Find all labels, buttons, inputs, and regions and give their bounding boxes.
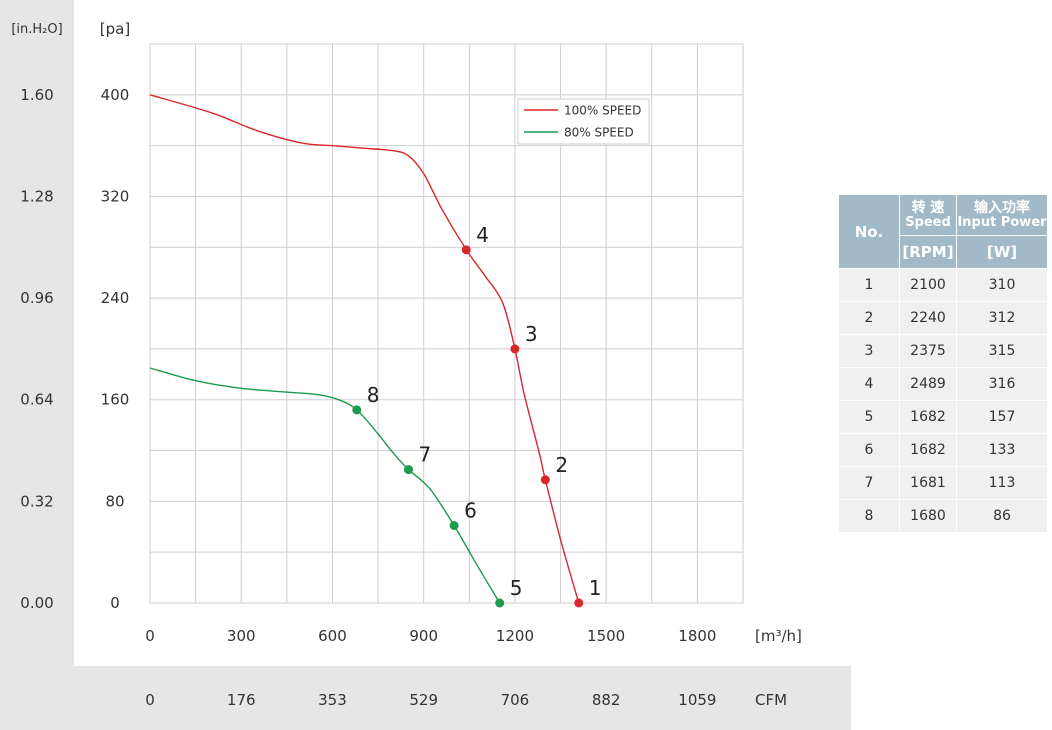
y-tick-label: 320 — [101, 187, 130, 205]
cfm-axis-label: CFM — [755, 691, 787, 709]
table-cell-no: 4 — [838, 367, 900, 401]
y-tick-label: 160 — [101, 391, 130, 409]
operating-point — [495, 598, 505, 608]
table-cell-power: 316 — [956, 367, 1048, 401]
operating-point-label: 5 — [510, 576, 523, 600]
y-tick-label: 240 — [101, 289, 130, 307]
table-cell-power: 315 — [956, 334, 1048, 368]
operating-point — [540, 475, 550, 485]
table-cell-speed: 2375 — [899, 334, 957, 368]
table-row: 2 2240 312 — [838, 301, 1048, 335]
table-cell-power: 157 — [956, 400, 1048, 434]
operating-point-label: 3 — [525, 322, 538, 346]
operating-point-label: 8 — [367, 383, 380, 407]
x-tick-label: 1800 — [678, 627, 716, 645]
cfm-tick-label: 1059 — [678, 691, 716, 709]
table-header-speed: 转 速 Speed — [899, 194, 957, 236]
left-axis-band — [0, 0, 74, 730]
y-tick-label: 80 — [105, 492, 124, 510]
x-tick-label: 1200 — [496, 627, 534, 645]
y-tick-label-inh2o: 0.00 — [20, 594, 53, 612]
table-cell-power: 310 — [956, 268, 1048, 302]
series-line-full-speed — [149, 94, 580, 604]
cfm-tick-label: 176 — [227, 691, 256, 709]
x-tick-label: 600 — [318, 627, 347, 645]
table-cell-no: 6 — [838, 433, 900, 467]
table-cell-speed: 2489 — [899, 367, 957, 401]
x-tick-label: 300 — [227, 627, 256, 645]
table-row: 5 1682 157 — [838, 400, 1048, 434]
y-tick-label-inh2o: 0.64 — [20, 391, 53, 409]
y-tick-label: 400 — [101, 86, 130, 104]
table-cell-speed: 1681 — [899, 466, 957, 500]
y-tick-label-inh2o: 0.96 — [20, 289, 53, 307]
operating-point-label: 1 — [589, 576, 602, 600]
table-unit-power: [W] — [956, 235, 1048, 269]
y-tick-label-inh2o: 1.28 — [20, 187, 53, 205]
fan-performance-chart: 0 300 600 900 1200 1500 1800 [m³/h]0 176 353 529 70… — [11, 20, 802, 709]
table-cell-power: 113 — [956, 466, 1048, 500]
table-cell-speed: 1682 — [899, 400, 957, 434]
table-cell-power: 133 — [956, 433, 1048, 467]
table-cell-no: 7 — [838, 466, 900, 500]
table-row: 4 2489 316 — [838, 367, 1048, 401]
table-cell-no: 2 — [838, 301, 900, 335]
legend-label: 100% SPEED — [564, 104, 641, 118]
speed-power-table: No. 转 速 Speed 输入功率 Input Power [RPM] [W]… — [838, 194, 1048, 533]
x-tick-label: 900 — [409, 627, 438, 645]
table-unit-speed: [RPM] — [899, 235, 957, 269]
y-tick-label-inh2o: 1.60 — [20, 86, 53, 104]
table-cell-power: 312 — [956, 301, 1048, 335]
cfm-tick-label: 0 — [145, 691, 155, 709]
table-row: 1 2100 310 — [838, 268, 1048, 302]
cfm-tick-label: 882 — [592, 691, 621, 709]
x-axis-label: [m³/h] — [755, 627, 802, 645]
operating-point — [403, 465, 413, 475]
table-row: 3 2375 315 — [838, 334, 1048, 368]
table-cell-no: 5 — [838, 400, 900, 434]
table-cell-no: 3 — [838, 334, 900, 368]
table-cell-speed: 2100 — [899, 268, 957, 302]
legend-label: 80% SPEED — [564, 126, 634, 140]
operating-point-label: 7 — [418, 443, 431, 467]
y-axis-label: [pa] — [100, 20, 130, 38]
cfm-tick-label: 353 — [318, 691, 347, 709]
y-tick-label-inh2o: 0.32 — [20, 492, 53, 510]
bottom-axis-band — [0, 666, 851, 730]
plot-frame — [149, 43, 744, 604]
table-row: 6 1682 133 — [838, 433, 1048, 467]
y-tick-label: 0 — [110, 594, 120, 612]
table-row: 7 1681 113 — [838, 466, 1048, 500]
cfm-tick-label: 529 — [409, 691, 438, 709]
operating-point-label: 6 — [464, 499, 477, 523]
operating-point — [510, 344, 520, 354]
series-line-reduced-speed — [149, 367, 501, 604]
table-cell-power: 86 — [956, 499, 1048, 533]
x-tick-label: 0 — [145, 627, 155, 645]
table-cell-speed: 1680 — [899, 499, 957, 533]
table-cell-no: 8 — [838, 499, 900, 533]
table-header-power: 输入功率 Input Power — [956, 194, 1048, 236]
operating-point — [461, 245, 471, 255]
operating-point — [574, 598, 584, 608]
legend-box — [517, 98, 650, 145]
table-cell-speed: 2240 — [899, 301, 957, 335]
y-axis-label-inh2o: [in.H₂O] — [11, 22, 62, 37]
operating-point-label: 4 — [476, 223, 489, 247]
operating-point-label: 2 — [555, 453, 568, 477]
table-cell-speed: 1682 — [899, 433, 957, 467]
x-tick-label: 1500 — [587, 627, 625, 645]
table-header-no: No. — [838, 194, 900, 269]
table-row: 8 1680 86 — [838, 499, 1048, 533]
operating-point — [352, 405, 362, 415]
table-cell-no: 1 — [838, 268, 900, 302]
cfm-tick-label: 706 — [501, 691, 530, 709]
operating-point — [449, 521, 459, 531]
